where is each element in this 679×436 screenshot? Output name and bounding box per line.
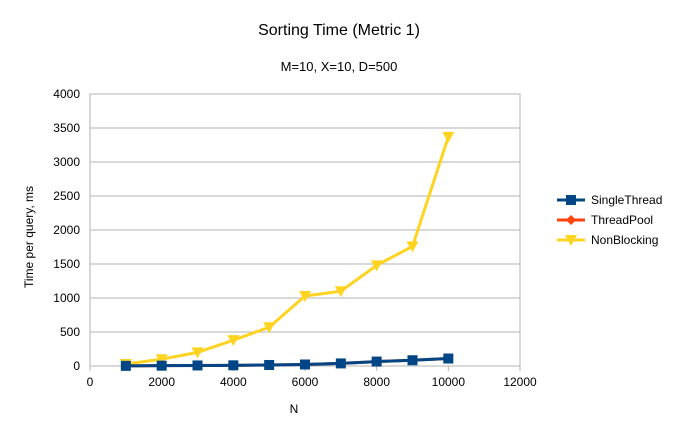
legend-item-nonblocking: NonBlocking xyxy=(557,233,658,247)
x-tick-label: 6000 xyxy=(292,375,319,389)
legend-item-singlethread: SingleThread xyxy=(557,193,662,207)
legend-swatch-marker xyxy=(565,235,577,246)
data-point-nonblocking xyxy=(370,260,383,272)
y-tick-label: 0 xyxy=(73,359,80,373)
legend-label: NonBlocking xyxy=(591,233,658,247)
legend-label: ThreadPool xyxy=(591,213,653,227)
y-axis-label: Time per query, ms xyxy=(22,186,36,288)
data-point-nonblocking xyxy=(155,354,168,366)
y-tick-label: 1500 xyxy=(53,257,80,271)
data-point-nonblocking xyxy=(406,241,419,253)
data-point-nonblocking xyxy=(263,322,276,334)
series-line-singlethread xyxy=(125,357,449,368)
data-point-singlethread xyxy=(407,355,418,366)
data-point-singlethread xyxy=(264,359,275,370)
x-tick-label: 2000 xyxy=(148,375,175,389)
chart-subtitle: M=10, X=10, D=500 xyxy=(281,59,398,74)
y-tick-label: 3000 xyxy=(53,155,80,169)
legend: SingleThread ThreadPool NonBlocking xyxy=(557,193,662,247)
legend-swatch-marker xyxy=(566,195,576,205)
data-point-singlethread xyxy=(228,360,239,371)
x-tick-label: 8000 xyxy=(363,375,390,389)
legend-swatch-marker xyxy=(566,215,576,225)
data-point-singlethread xyxy=(371,356,382,367)
plot-area: 0 500 1000 1500 2000 2500 3000 3500 4000 0 2000 400… xyxy=(53,87,537,389)
x-tick-label: 10000 xyxy=(432,375,466,389)
data-point-nonblocking xyxy=(299,290,311,302)
x-axis-label: N xyxy=(290,402,299,416)
data-point-nonblocking xyxy=(227,335,240,347)
series-line-nonblocking xyxy=(125,136,450,366)
legend-item-threadpool: ThreadPool xyxy=(557,213,653,227)
series-singlethread xyxy=(120,353,454,371)
data-point-singlethread xyxy=(300,359,310,370)
x-tick-label: 12000 xyxy=(503,375,537,389)
chart-title: Sorting Time (Metric 1) xyxy=(258,22,420,39)
y-tick-label: 2000 xyxy=(53,223,80,237)
y-tick-label: 2500 xyxy=(53,189,80,203)
data-point-singlethread xyxy=(156,360,167,371)
legend-label: SingleThread xyxy=(591,193,662,207)
data-point-singlethread xyxy=(192,360,203,371)
data-point-singlethread xyxy=(120,360,131,371)
data-point-singlethread xyxy=(335,358,346,369)
data-point-nonblocking xyxy=(191,347,204,359)
x-tick-label: 4000 xyxy=(220,375,247,389)
data-point-singlethread xyxy=(443,353,454,364)
y-tick-label: 3500 xyxy=(53,121,80,135)
series-nonblocking xyxy=(119,131,455,370)
y-tick-label: 1000 xyxy=(53,291,80,305)
data-point-nonblocking xyxy=(442,131,455,143)
x-tick-label: 0 xyxy=(87,375,94,389)
data-point-nonblocking xyxy=(334,286,347,298)
y-tick-label: 500 xyxy=(60,325,80,339)
y-tick-label: 4000 xyxy=(53,87,80,101)
